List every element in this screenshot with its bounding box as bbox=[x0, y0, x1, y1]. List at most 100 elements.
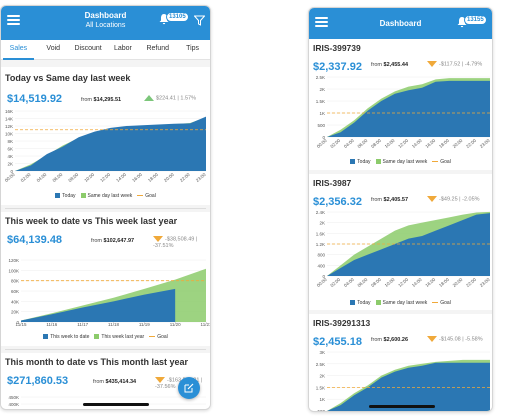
menu-icon[interactable] bbox=[7, 15, 20, 25]
x-tick-label: 22:00 bbox=[179, 172, 191, 183]
x-tick-label: 20:00 bbox=[452, 138, 464, 149]
y-tick-label: 350K bbox=[8, 409, 19, 410]
up-arrow-icon bbox=[144, 95, 154, 101]
series-area-current bbox=[327, 80, 490, 137]
notifications-button[interactable]: 13155 bbox=[456, 15, 487, 29]
y-tick-label: 1K bbox=[319, 397, 325, 402]
legend-item-last-week: Same day last week bbox=[80, 193, 132, 199]
menu-icon[interactable] bbox=[315, 17, 328, 27]
x-tick-label: 18:00 bbox=[438, 138, 450, 149]
y-tick-label: 2K bbox=[7, 162, 13, 167]
x-tick-label: 12:00 bbox=[99, 172, 111, 183]
x-tick-label: 02:00 bbox=[335, 411, 347, 412]
x-tick-label: 20:00 bbox=[452, 277, 464, 288]
sales-card-today: Today vs Same day last week $14,519.92 f… bbox=[1, 67, 210, 205]
sales-value: $14,519.92 bbox=[7, 93, 63, 105]
down-arrow-icon bbox=[427, 336, 437, 342]
app-bar: Dashboard 13155 bbox=[309, 8, 492, 39]
location-name: IRIS-39291313 bbox=[313, 318, 371, 328]
x-tick-label: 04:00 bbox=[349, 411, 361, 412]
notification-badge: 13155 bbox=[464, 15, 487, 25]
card-title: Today vs Same day last week bbox=[5, 73, 131, 83]
y-tick-label: 2K bbox=[319, 221, 325, 226]
x-tick-label: 16:00 bbox=[131, 172, 143, 183]
y-tick-label: 100K bbox=[8, 268, 19, 273]
page-title: Dashboard bbox=[379, 19, 422, 28]
legend-item-today: Today bbox=[350, 300, 371, 306]
chart-week-vs-last-year: 120K 100K 80K 60K 40K 20K 011/15 11/16 11/17 11/1… bbox=[8, 258, 210, 327]
tab-bar: Sales Void Discount Labor Refund Tips bbox=[1, 40, 210, 60]
compare-from: from $435,414.34 bbox=[93, 379, 137, 385]
location-name: IRIS-3987 bbox=[313, 178, 352, 188]
x-tick-label: 22:00 bbox=[465, 277, 477, 288]
x-tick-label: 06:00 bbox=[357, 138, 369, 149]
x-tick-label: 12:00 bbox=[397, 138, 409, 149]
y-tick-label: 450K bbox=[8, 395, 19, 400]
location-name: IRIS-399739 bbox=[313, 43, 361, 53]
x-tick-label: 08:00 bbox=[67, 172, 79, 183]
card-title: This month to date vs This month last ye… bbox=[5, 357, 189, 367]
x-tick-label: 20:00 bbox=[457, 411, 469, 412]
x-tick-label: 00:00 bbox=[321, 411, 333, 412]
x-tick-label: 08:00 bbox=[376, 411, 388, 412]
compare-from: from $2,405.57 bbox=[371, 197, 408, 203]
tab-discount[interactable]: Discount bbox=[74, 45, 102, 52]
x-tick-label: 18:00 bbox=[438, 277, 450, 288]
y-tick-label: 40K bbox=[11, 299, 19, 304]
sales-card-month: This month to date vs This month last ye… bbox=[1, 353, 210, 410]
x-tick-label: 06:00 bbox=[52, 172, 64, 183]
sales-value: $2,337.92 bbox=[313, 61, 362, 73]
y-tick-label: 16K bbox=[5, 109, 13, 114]
home-indicator[interactable] bbox=[369, 405, 435, 408]
delta-indicator: -$38,508.49 | -37.51% bbox=[153, 236, 198, 250]
y-tick-label: 3K bbox=[319, 350, 325, 355]
notifications-button[interactable]: 13105 bbox=[158, 12, 189, 26]
x-tick-label: 10:00 bbox=[384, 277, 396, 288]
legend-item-this-week: This week to date bbox=[43, 334, 89, 340]
x-tick-label: 16:00 bbox=[424, 277, 436, 288]
tab-refund[interactable]: Refund bbox=[146, 45, 170, 52]
y-tick-label: 800 bbox=[317, 253, 325, 258]
tab-sales[interactable]: Sales bbox=[1, 40, 36, 60]
x-tick-label: 02:00 bbox=[329, 277, 341, 288]
location-card: IRIS-3987 $2,356.32 from $2,405.57 -$49.… bbox=[309, 174, 492, 310]
y-tick-label: 2K bbox=[319, 374, 325, 379]
x-tick-label: 00:00 bbox=[316, 138, 328, 149]
home-indicator[interactable] bbox=[83, 403, 149, 406]
y-tick-label: 10K bbox=[5, 132, 13, 137]
delta-indicator: -$117.52 | -4.79% bbox=[427, 61, 492, 68]
y-tick-label: 20K bbox=[11, 310, 19, 315]
tab-tips[interactable]: Tips bbox=[186, 45, 200, 52]
x-tick-label: 18:00 bbox=[147, 172, 159, 183]
location-subtitle[interactable]: All Locations bbox=[85, 22, 126, 29]
legend-item-goal: Goal bbox=[137, 193, 156, 199]
compare-from: from $14,295.51 bbox=[81, 97, 122, 103]
x-tick-label: 02:00 bbox=[329, 138, 341, 149]
y-tick-label: 0 bbox=[16, 320, 19, 325]
edit-button[interactable] bbox=[178, 377, 200, 399]
tab-labor[interactable]: Labor bbox=[113, 45, 132, 52]
x-tick-label: 11/20 bbox=[170, 322, 181, 327]
divider bbox=[5, 208, 206, 209]
card-list[interactable]: IRIS-399739 $2,337.92 from $2,455.44 -$1… bbox=[309, 39, 492, 412]
y-tick-label: 80K bbox=[11, 279, 19, 284]
delta-indicator: -$145.08 | -5.58% bbox=[427, 336, 492, 343]
filter-icon[interactable] bbox=[194, 15, 205, 26]
x-tick-label: 02:00 bbox=[20, 172, 32, 183]
x-tick-label: 22:00 bbox=[471, 411, 483, 412]
x-tick-label: 20:00 bbox=[163, 172, 175, 183]
card-list[interactable]: Today vs Same day last week $14,519.92 f… bbox=[1, 60, 210, 410]
y-tick-label: 120K bbox=[8, 258, 19, 263]
x-tick-label: 11/16 bbox=[46, 322, 57, 327]
compare-from: from $2,455.44 bbox=[371, 62, 408, 68]
x-tick-label: 10:00 bbox=[83, 172, 95, 183]
x-tick-label: 14:00 bbox=[416, 411, 428, 412]
tab-void[interactable]: Void bbox=[46, 45, 61, 52]
y-tick-label: 1.5K bbox=[316, 385, 325, 390]
legend-item-goal: Goal bbox=[149, 334, 168, 340]
down-arrow-icon bbox=[427, 61, 437, 67]
app-bar: Dashboard All Locations 13105 bbox=[1, 6, 210, 40]
chart-legend: Today Same day last week Goal bbox=[1, 193, 210, 199]
y-tick-label: 2.4K bbox=[316, 210, 325, 215]
x-tick-label: 16:00 bbox=[424, 138, 436, 149]
